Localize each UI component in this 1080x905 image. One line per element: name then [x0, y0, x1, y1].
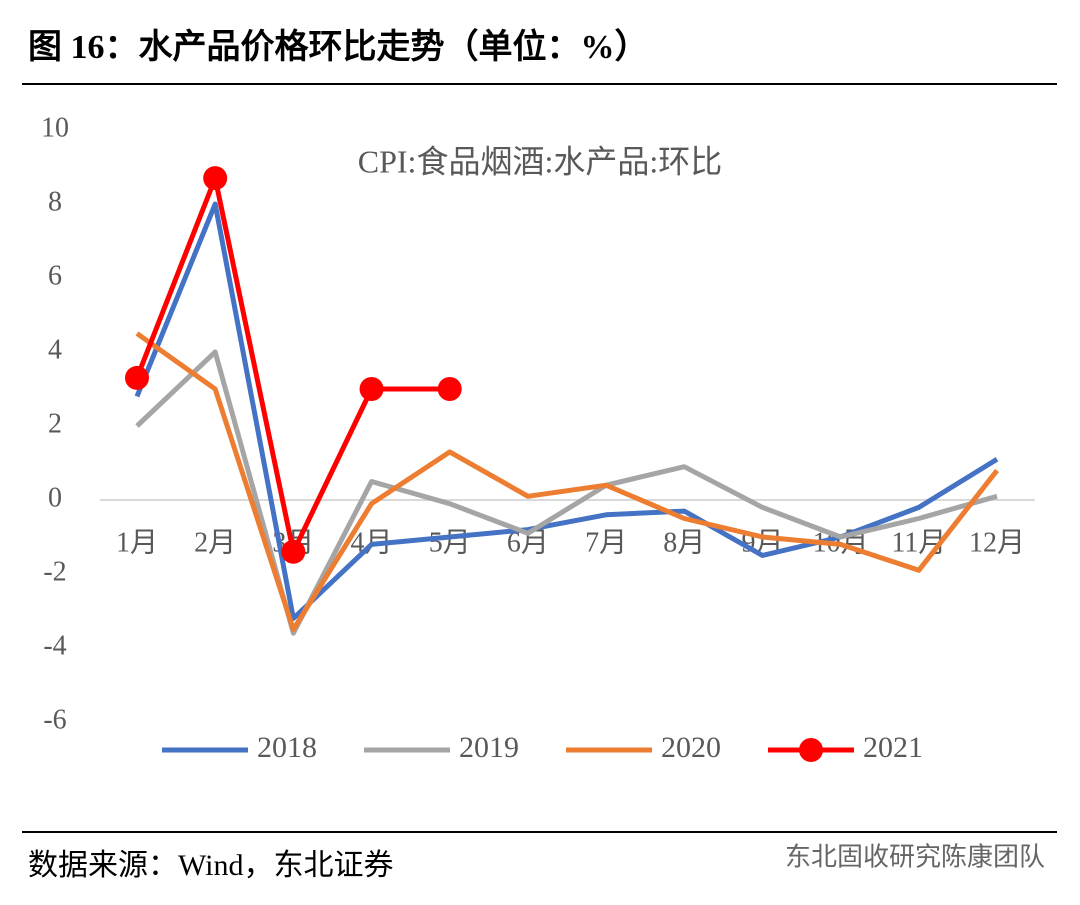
y-tick-label: 0 [48, 482, 62, 513]
series-marker [203, 166, 228, 191]
y-tick-label: 8 [48, 186, 62, 217]
y-tick-label: -2 [43, 556, 66, 587]
series-marker [437, 377, 462, 401]
x-tick-label: 2月 [194, 527, 236, 558]
series-line [135, 331, 999, 632]
series-marker [359, 377, 384, 401]
x-tick-label: 5月 [429, 527, 471, 558]
y-tick-label: -4 [43, 630, 66, 661]
y-tick-label: 6 [48, 260, 62, 291]
series-marker [125, 365, 149, 390]
y-tick-label: -6 [43, 704, 66, 735]
y-tick-label: 4 [48, 334, 62, 365]
watermark: 东北固收研究陈康团队 [785, 843, 1045, 873]
legend-label: 2019 [459, 731, 519, 764]
x-tick-label: 8月 [663, 527, 705, 558]
legend-marker [799, 738, 823, 762]
x-tick-label: 1月 [116, 527, 158, 558]
y-tick-label: 10 [41, 112, 69, 143]
y-tick-label: 2 [48, 408, 62, 439]
figure-title: 图 16：水产品价格环比走势（单位：%） [28, 27, 649, 66]
legend-label: 2018 [257, 731, 317, 764]
legend-label: 2021 [863, 731, 923, 764]
x-tick-label: 7月 [585, 527, 627, 558]
source: 数据来源：Wind，东北证券 [28, 849, 393, 882]
x-tick-label: 12月 [969, 527, 1025, 558]
series-marker [281, 539, 306, 564]
legend-label: 2020 [661, 731, 721, 764]
chart-title: CPI:食品烟酒:水产品:环比 [358, 143, 722, 179]
